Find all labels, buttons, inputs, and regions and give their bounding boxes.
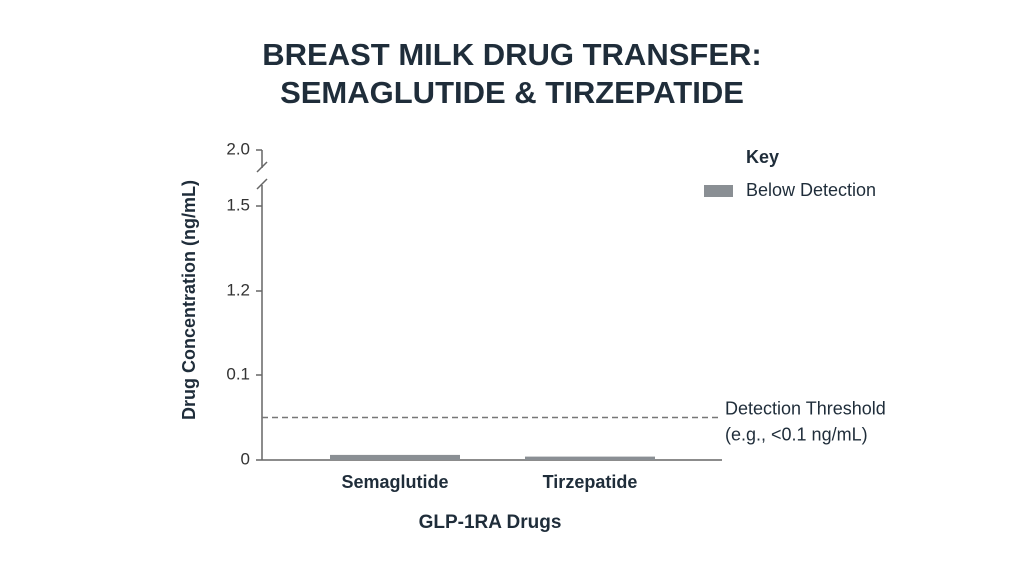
chart-title: BREAST MILK DRUG TRANSFER: xyxy=(262,37,761,72)
legend-label: Below Detection xyxy=(746,180,876,200)
y-tick-label: 0 xyxy=(241,449,250,468)
y-tick-label: 0.1 xyxy=(226,364,250,383)
y-tick-label: 2.0 xyxy=(226,139,250,158)
bar xyxy=(525,456,655,460)
axis-break xyxy=(256,178,268,190)
axis-break xyxy=(256,161,268,173)
legend-title: Key xyxy=(746,147,779,167)
bar xyxy=(330,454,460,460)
threshold-label: Detection Threshold xyxy=(725,398,886,418)
x-tick-label: Tirzepatide xyxy=(543,472,638,492)
legend-swatch xyxy=(704,185,733,197)
threshold-label: (e.g., <0.1 ng/mL) xyxy=(725,424,868,444)
y-tick-label: 1.2 xyxy=(226,280,250,299)
y-axis-label: Drug Concentration (ng/mL) xyxy=(179,180,199,420)
x-axis-label: GLP-1RA Drugs xyxy=(419,512,562,533)
y-tick-label: 1.5 xyxy=(226,195,250,214)
chart-title: SEMAGLUTIDE & TIRZEPATIDE xyxy=(280,75,744,110)
x-tick-label: Semaglutide xyxy=(341,472,448,492)
